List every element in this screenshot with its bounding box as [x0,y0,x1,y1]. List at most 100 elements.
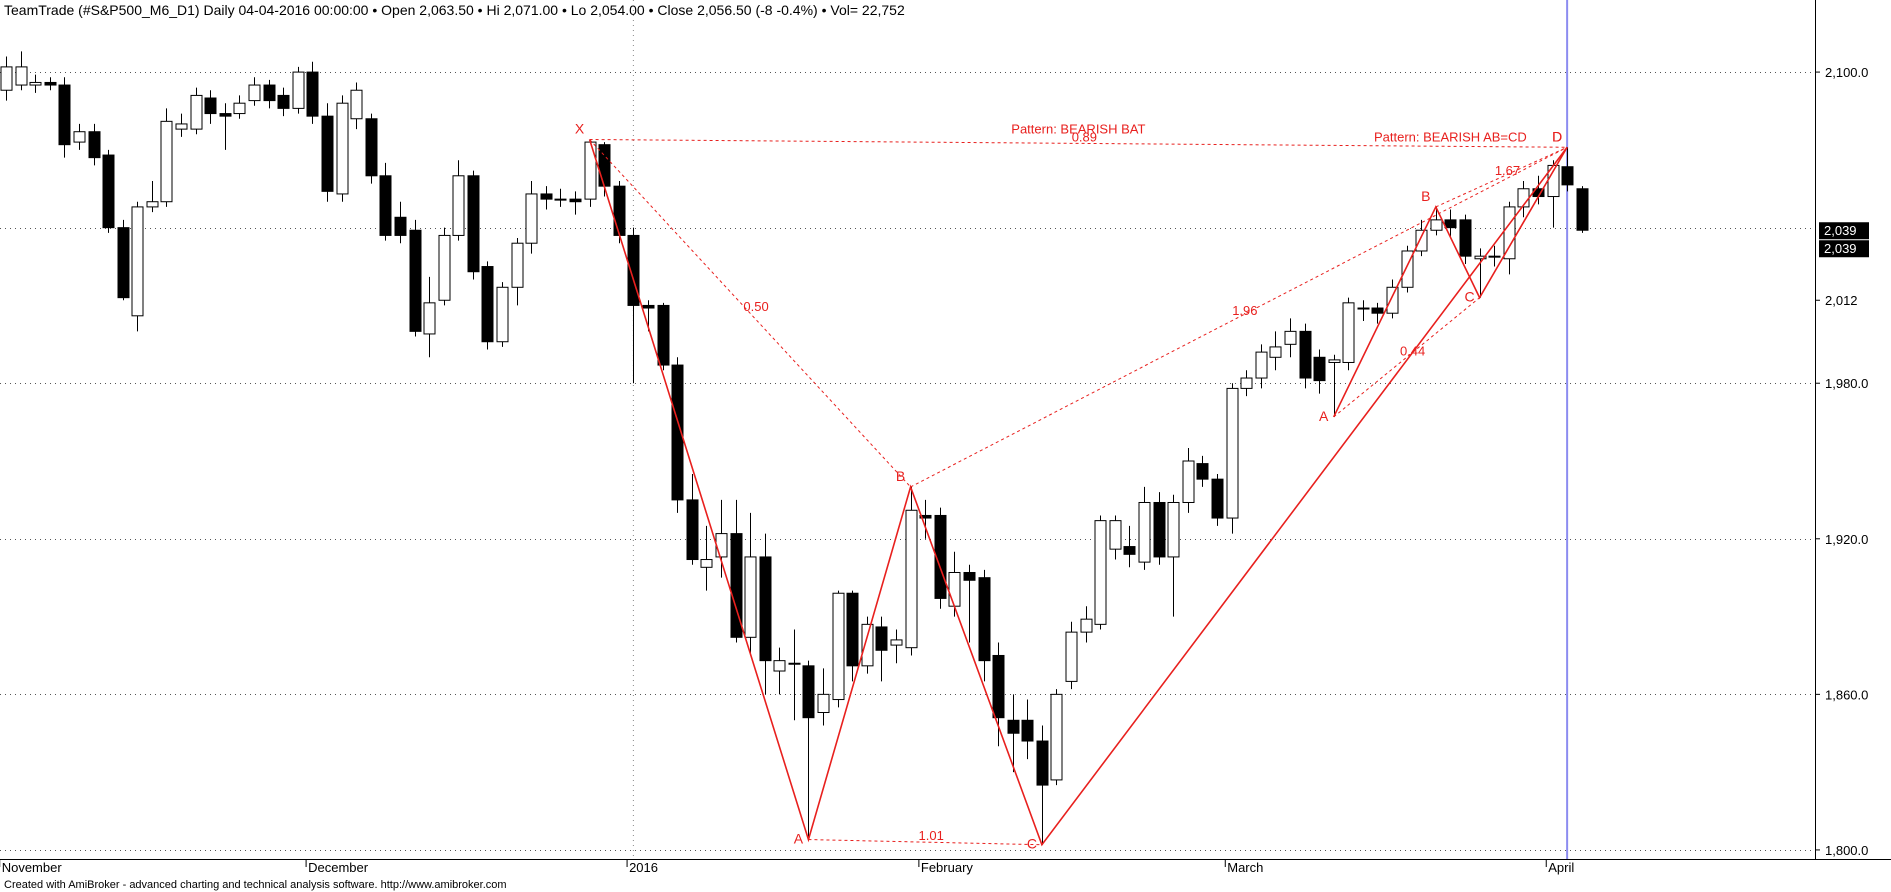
pattern-point-label: B [896,468,905,484]
x-tick-label: 2016 [629,860,658,875]
candle-body [365,118,378,177]
candle-body [1430,219,1443,231]
x-tick-label: December [308,860,369,875]
candle-body [569,198,582,203]
candle-body [394,216,407,236]
candle-body [263,84,276,102]
x-tick-label: November [2,860,63,875]
candle-body [102,154,115,229]
pattern-ratio: 0.44 [1400,343,1425,358]
candle-body [1226,387,1239,519]
candle-body [1386,286,1399,314]
candle-body [1153,501,1166,558]
candle-body [452,175,465,236]
x-tick-label: March [1227,860,1263,875]
candle-body [15,66,28,86]
candle-body [802,665,815,719]
candle-body [1401,250,1414,288]
candle-body [1576,188,1589,231]
x-tick-label: February [921,860,974,875]
pattern-ratio-line [1333,297,1480,418]
candle-body [817,693,830,714]
candle-body [292,71,305,109]
candle-body [525,193,538,244]
candle-body [1299,330,1312,379]
candle-body [219,113,232,117]
pattern-ratio: 1.01 [919,828,944,843]
candle-body [1313,356,1326,382]
candle-body [598,144,611,187]
candle-body [233,102,246,115]
candle-body [1196,463,1209,480]
candle-body [1371,307,1384,314]
candle-body [248,84,261,102]
candle-body [744,556,757,638]
candle-body [1050,693,1063,781]
y-tick-label: 2,012 [1825,293,1858,308]
candle-body [642,304,655,309]
candle-body [1488,255,1501,258]
candle-body [321,115,334,192]
candle-body [175,123,188,130]
candle-body [715,533,728,558]
pattern-ratio-line [808,839,1042,846]
candle-body [1080,618,1093,633]
candle-body [919,514,932,519]
price-label-box [1819,240,1869,258]
candle-body [992,654,1005,719]
candle-body [336,102,349,195]
candle-body [1007,719,1020,734]
pattern-line [1332,146,1568,418]
candle-body [511,242,524,288]
candle-body [1357,307,1370,310]
candle-body [117,227,130,299]
candle-body [190,94,203,130]
candle-body [1065,631,1078,682]
candle-body [890,639,903,646]
price-label-box [1819,222,1869,240]
candle-body [1123,546,1136,555]
pattern-ratio: 1.96 [1232,303,1257,318]
candle-body [1444,219,1457,229]
candle-body [1182,460,1195,503]
candle-body [44,81,57,86]
candle-body [1561,166,1574,186]
candle-body [730,533,743,638]
candle-body [1255,351,1268,379]
pattern-ratio: 1.67 [1495,163,1520,178]
candle-body [1240,377,1253,389]
candle-body [1474,255,1487,260]
candle-body [978,577,991,662]
pattern-point-label: B [1421,188,1430,204]
candle-body [1459,219,1472,257]
candle-body [788,662,801,665]
candle-body [481,266,494,343]
candle-body [905,509,918,649]
pattern-point-label: A [1319,408,1329,424]
candle-body [554,198,567,201]
pattern-title: Pattern: BEARISH AB=CD [1374,129,1527,144]
y-tick-label: 1,980.0 [1825,376,1868,391]
pattern-point-label: C [1465,289,1475,305]
candle-body [875,626,888,651]
pattern-ratio-line [589,139,911,488]
candle-body [306,71,319,117]
pattern-point-label: X [575,120,585,136]
candle-body [58,84,71,146]
candle-body [1021,719,1034,742]
candle-body [204,97,217,115]
candle-body [584,141,597,200]
candle-body [423,302,436,335]
pattern-title: Pattern: BEARISH BAT [1011,121,1145,136]
candle-body [1036,740,1049,786]
candle-body [1167,501,1180,558]
chart-title: TeamTrade (#S&P500_M6_D1) Daily 04-04-20… [4,2,905,18]
y-tick-label: 1,860.0 [1825,687,1868,702]
pattern-ratio: 0.89 [1072,129,1097,144]
candle-body [540,193,553,200]
candle-body [496,286,509,343]
candle-body [671,364,684,501]
candle-body [467,175,480,273]
